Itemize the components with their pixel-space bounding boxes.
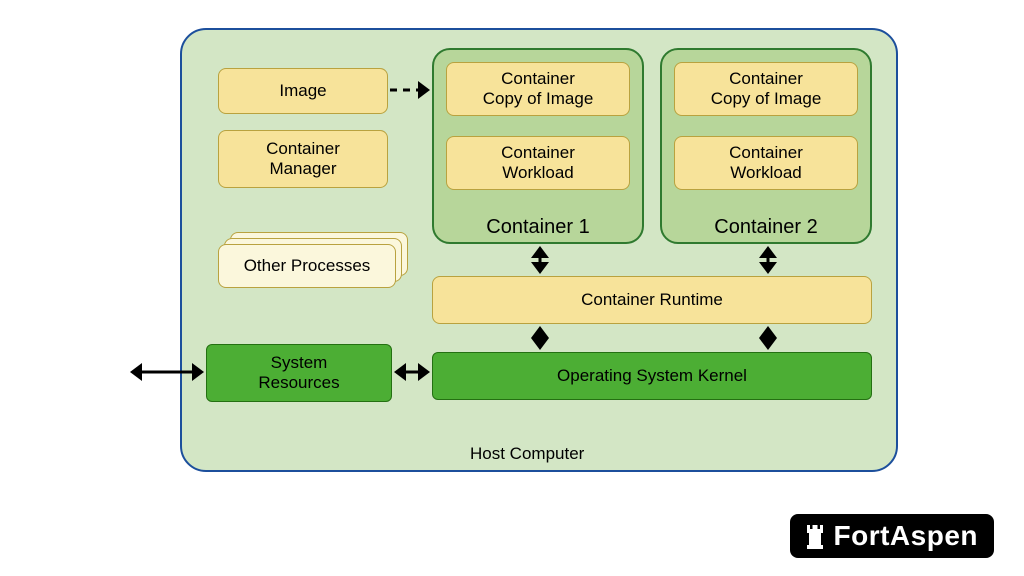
image-label: Image [279,81,326,101]
brand-badge: FortAspen [790,514,995,558]
container-workload-box-2: Container Workload [674,136,858,190]
os-kernel-box: Operating System Kernel [432,352,872,400]
container-title-1: Container 1 [432,216,644,239]
container-copy-box-2: Container Copy of Image [674,62,858,116]
other-processes-card: Other Processes [218,244,396,288]
container-runtime-label: Container Runtime [581,290,723,310]
container-runtime-box: Container Runtime [432,276,872,324]
system-resources-box: System Resources [206,344,392,402]
rook-icon [802,521,828,551]
os-kernel-label: Operating System Kernel [557,366,747,386]
other-processes-label: Other Processes [244,256,371,276]
container-copy-box-1: Container Copy of Image [446,62,630,116]
container-manager-label: Container Manager [266,139,340,178]
container-manager-box: Container Manager [218,130,388,188]
container-workload-box-1: Container Workload [446,136,630,190]
system-resources-label: System Resources [258,353,339,392]
container-title-2: Container 2 [660,216,872,239]
diagram-stage: Host Computer Image Container Manager Ot… [0,0,1024,576]
container-workload-box-label-2: Container Workload [729,143,803,182]
container-workload-box-label-1: Container Workload [501,143,575,182]
container-copy-box-label-1: Container Copy of Image [483,69,594,108]
host-computer-label: Host Computer [470,444,584,464]
image-box: Image [218,68,388,114]
container-copy-box-label-2: Container Copy of Image [711,69,822,108]
brand-text: FortAspen [834,520,979,552]
